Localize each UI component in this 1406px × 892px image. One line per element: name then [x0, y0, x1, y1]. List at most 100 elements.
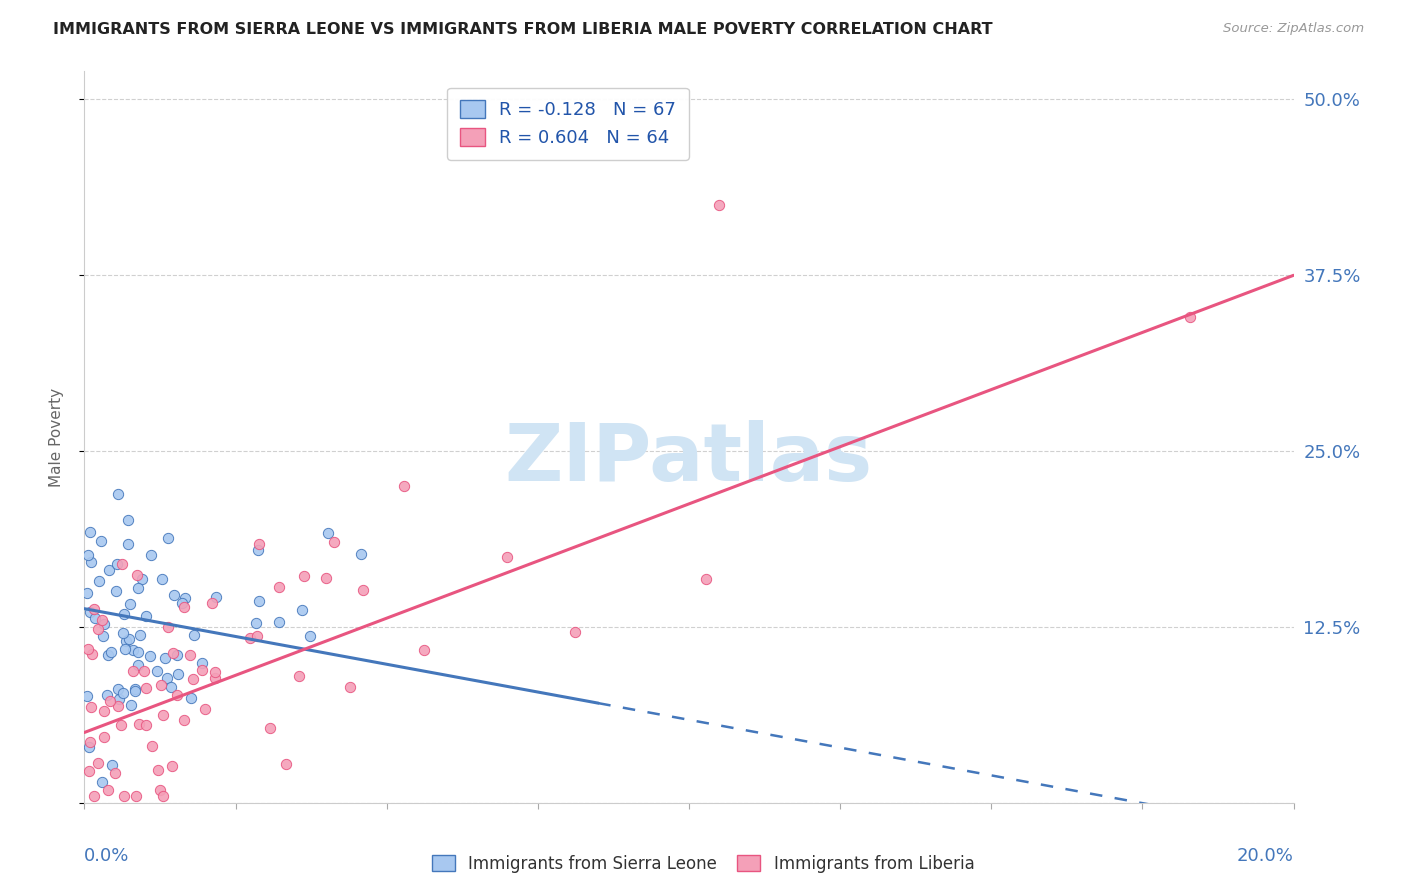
Point	[146, 665, 169, 679]
Point	[104, 766, 127, 780]
Point	[129, 628, 152, 642]
Point	[315, 571, 337, 585]
Point	[117, 513, 139, 527]
Point	[294, 569, 316, 583]
Point	[238, 632, 260, 646]
Point	[127, 658, 149, 673]
Point	[83, 789, 105, 803]
Point	[152, 789, 174, 803]
Point	[76, 689, 98, 703]
Point	[79, 525, 101, 540]
Point	[83, 611, 105, 625]
Point	[135, 609, 157, 624]
Point	[150, 678, 173, 692]
Point	[153, 651, 176, 665]
Point	[166, 688, 188, 702]
Point	[496, 549, 519, 564]
Point	[118, 632, 141, 646]
Point	[111, 686, 134, 700]
Point	[134, 665, 156, 679]
Point	[125, 789, 148, 803]
Point	[183, 628, 205, 642]
Point	[79, 606, 101, 620]
Legend: Immigrants from Sierra Leone, Immigrants from Liberia: Immigrants from Sierra Leone, Immigrants…	[425, 848, 981, 880]
Point	[173, 599, 195, 614]
Point	[245, 615, 267, 630]
Point	[127, 645, 149, 659]
Point	[246, 629, 269, 643]
Point	[90, 775, 112, 789]
Point	[107, 558, 129, 572]
Point	[247, 542, 270, 557]
Point	[135, 681, 157, 695]
Point	[100, 758, 122, 772]
Text: Source: ZipAtlas.com: Source: ZipAtlas.com	[1223, 22, 1364, 36]
Point	[100, 645, 122, 659]
Point	[166, 648, 188, 662]
Point	[709, 198, 731, 212]
Point	[146, 764, 169, 778]
Point	[80, 555, 103, 569]
Point	[112, 789, 135, 803]
Text: 20.0%: 20.0%	[1237, 847, 1294, 864]
Point	[392, 479, 415, 493]
Point	[205, 590, 228, 604]
Point	[87, 756, 110, 770]
Point	[120, 698, 142, 713]
Text: IMMIGRANTS FROM SIERRA LEONE VS IMMIGRANTS FROM LIBERIA MALE POVERTY CORRELATION: IMMIGRANTS FROM SIERRA LEONE VS IMMIGRAN…	[53, 22, 993, 37]
Point	[122, 643, 145, 657]
Point	[352, 583, 374, 598]
Point	[131, 573, 153, 587]
Point	[191, 656, 214, 670]
Legend: R = -0.128   N = 67, R = 0.604   N = 64: R = -0.128 N = 67, R = 0.604 N = 64	[447, 87, 689, 160]
Point	[120, 597, 142, 611]
Point	[152, 707, 174, 722]
Point	[124, 682, 146, 697]
Point	[112, 607, 135, 621]
Point	[413, 643, 436, 657]
Point	[111, 557, 134, 571]
Point	[107, 682, 129, 697]
Point	[291, 603, 314, 617]
Point	[87, 622, 110, 636]
Point	[267, 615, 290, 629]
Point	[110, 718, 132, 732]
Point	[76, 586, 98, 600]
Point	[80, 700, 103, 714]
Point	[107, 698, 129, 713]
Point	[194, 702, 217, 716]
Point	[98, 694, 121, 708]
Point	[138, 649, 160, 664]
Point	[180, 691, 202, 706]
Point	[179, 648, 201, 662]
Point	[174, 591, 197, 606]
Point	[135, 717, 157, 731]
Point	[564, 624, 586, 639]
Point	[274, 756, 297, 771]
Point	[190, 663, 212, 677]
Point	[127, 581, 149, 595]
Point	[156, 671, 179, 685]
Point	[108, 691, 131, 706]
Point	[181, 672, 204, 686]
Point	[247, 594, 270, 608]
Point	[97, 782, 120, 797]
Point	[96, 688, 118, 702]
Point	[157, 620, 180, 634]
Point	[163, 588, 186, 602]
Point	[97, 648, 120, 663]
Point	[122, 664, 145, 678]
Point	[114, 641, 136, 656]
Point	[83, 602, 105, 616]
Point	[149, 783, 172, 797]
Point	[87, 574, 110, 588]
Point	[79, 735, 101, 749]
Point	[322, 535, 344, 549]
Point	[299, 629, 322, 643]
Point	[201, 596, 224, 610]
Point	[350, 547, 373, 561]
Point	[247, 537, 270, 551]
Point	[79, 739, 101, 754]
Point	[93, 730, 115, 744]
Point	[173, 713, 195, 727]
